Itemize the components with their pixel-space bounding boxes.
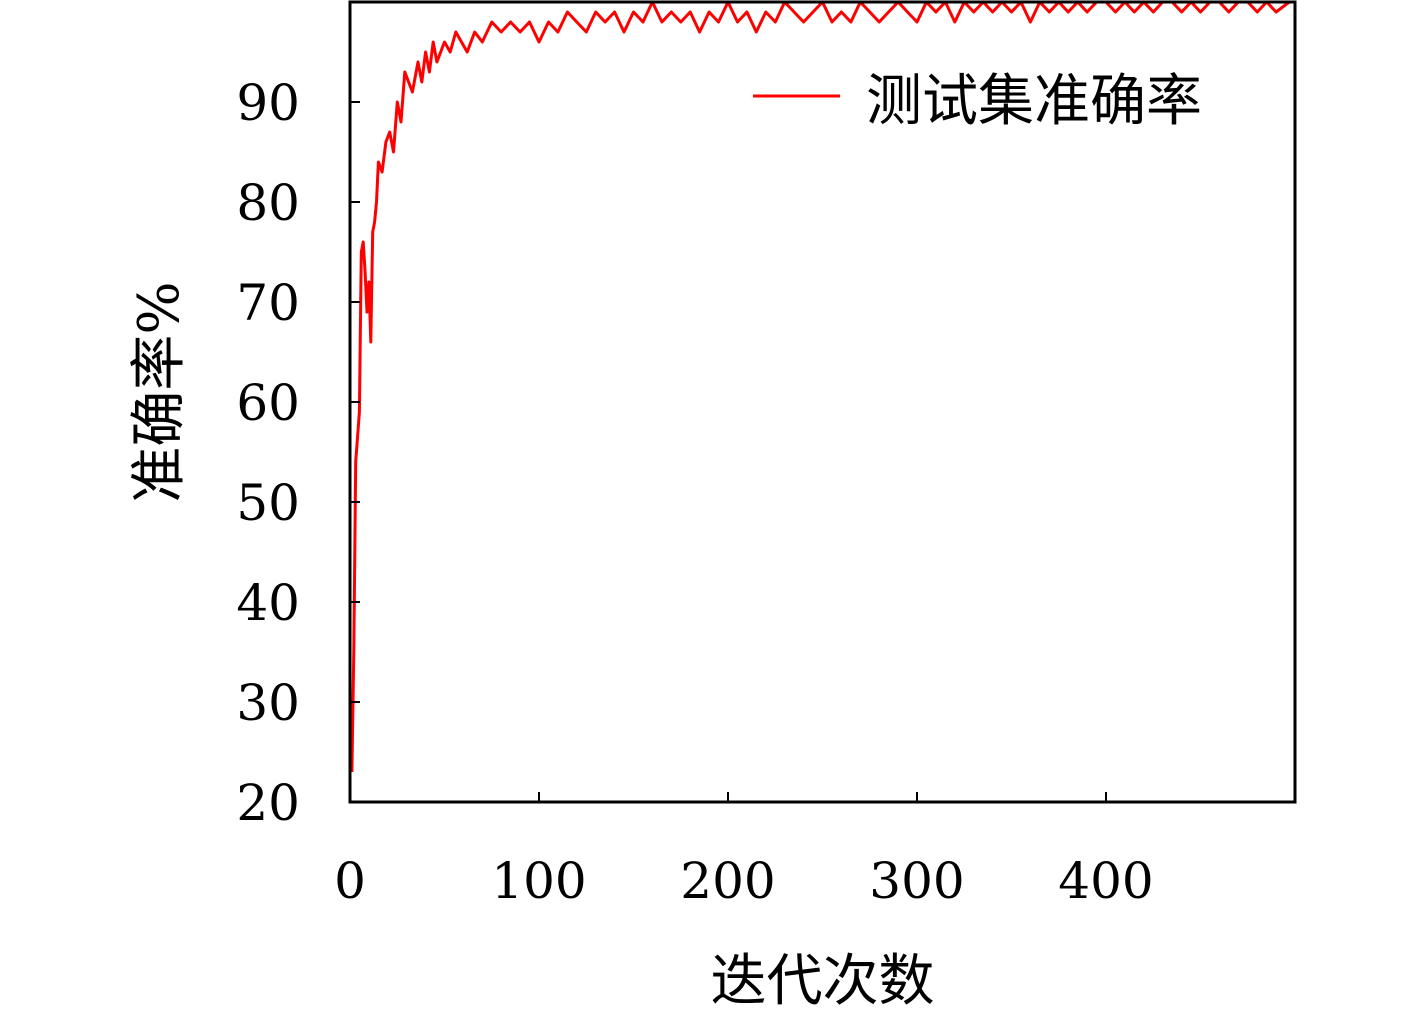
x-axis-title: 迭代次数: [711, 949, 935, 1014]
y-tick-label: 90: [236, 74, 300, 132]
x-tick-label: 200: [680, 852, 775, 910]
y-tick-label: 40: [236, 574, 300, 632]
x-tick-label: 100: [491, 852, 586, 910]
y-tick-label: 60: [236, 374, 300, 432]
legend-label: 测试集准确率: [866, 69, 1202, 134]
x-axis: 0 100 200 300 400: [334, 792, 1154, 910]
x-tick-label: 0: [334, 852, 366, 910]
legend: 测试集准确率: [753, 69, 1202, 134]
y-tick-label: 80: [236, 174, 300, 232]
y-tick-label: 30: [236, 674, 300, 732]
y-tick-label: 50: [236, 474, 300, 532]
y-axis-title: 准确率%: [127, 281, 192, 502]
series-layer: [350, 0, 1291, 773]
series-line-0: [350, 0, 1291, 773]
y-axis: 20 30 40 50 60 70 80 90: [236, 74, 360, 832]
x-tick-label: 400: [1058, 852, 1153, 910]
x-tick-label: 300: [869, 852, 964, 910]
y-tick-label: 70: [236, 274, 300, 332]
y-tick-label: 20: [236, 774, 300, 832]
